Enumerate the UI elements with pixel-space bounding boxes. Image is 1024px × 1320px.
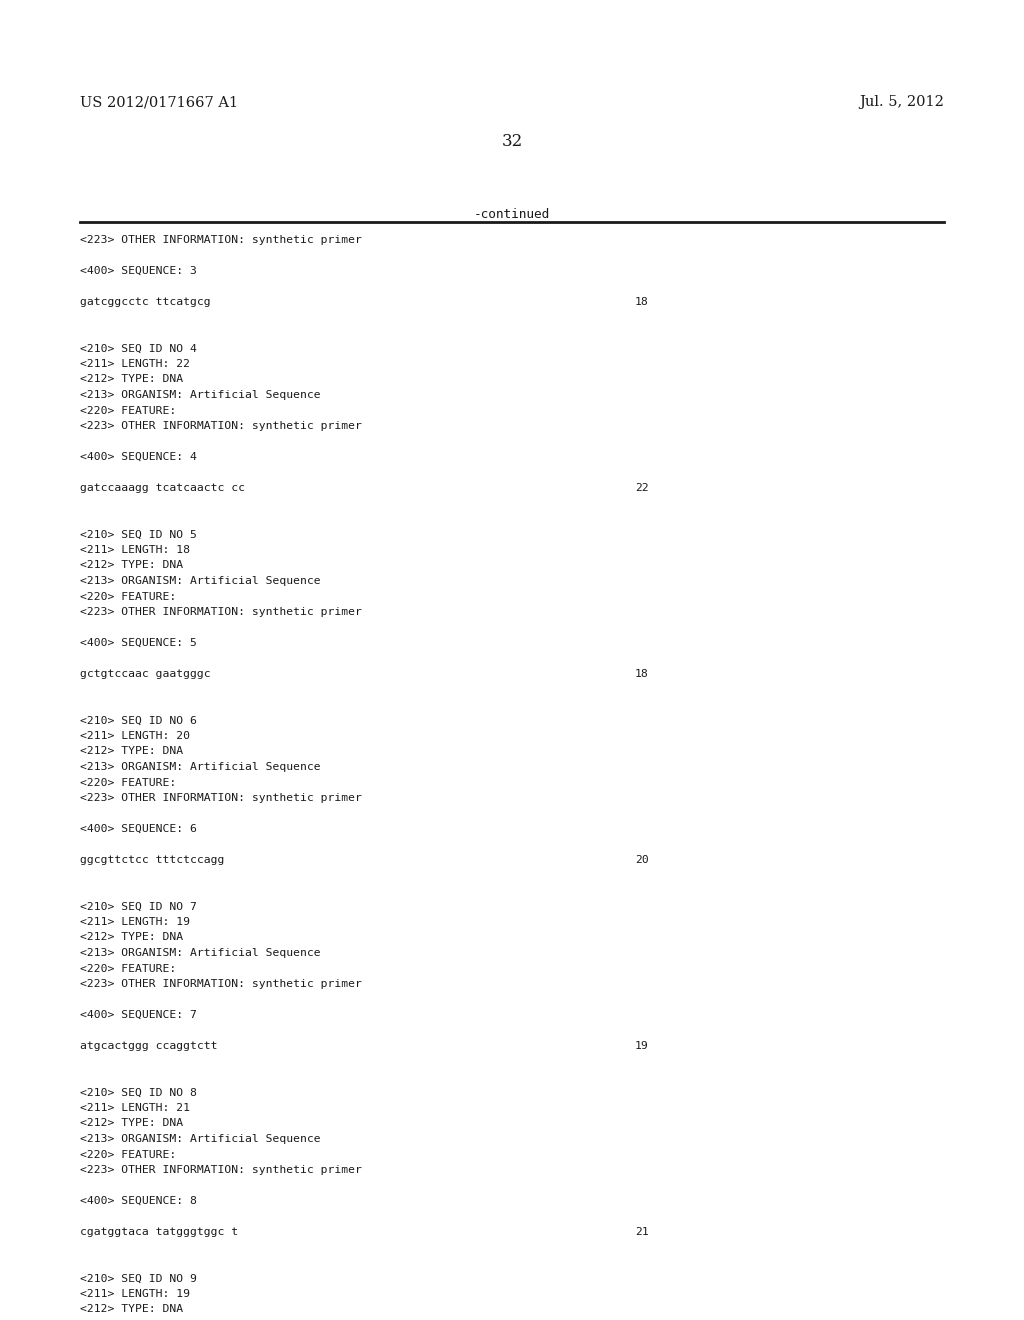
Text: <211> LENGTH: 22: <211> LENGTH: 22	[80, 359, 190, 370]
Text: <400> SEQUENCE: 6: <400> SEQUENCE: 6	[80, 824, 197, 834]
Text: <213> ORGANISM: Artificial Sequence: <213> ORGANISM: Artificial Sequence	[80, 762, 321, 772]
Text: 19: 19	[635, 1041, 649, 1051]
Text: <223> OTHER INFORMATION: synthetic primer: <223> OTHER INFORMATION: synthetic prime…	[80, 607, 361, 616]
Text: <220> FEATURE:: <220> FEATURE:	[80, 964, 176, 974]
Text: <220> FEATURE:: <220> FEATURE:	[80, 405, 176, 416]
Text: gatccaaagg tcatcaactc cc: gatccaaagg tcatcaactc cc	[80, 483, 245, 492]
Text: <212> TYPE: DNA: <212> TYPE: DNA	[80, 1118, 183, 1129]
Text: <211> LENGTH: 19: <211> LENGTH: 19	[80, 917, 190, 927]
Text: US 2012/0171667 A1: US 2012/0171667 A1	[80, 95, 239, 110]
Text: atgcactggg ccaggtctt: atgcactggg ccaggtctt	[80, 1041, 217, 1051]
Text: 22: 22	[635, 483, 649, 492]
Text: <211> LENGTH: 21: <211> LENGTH: 21	[80, 1104, 190, 1113]
Text: <211> LENGTH: 18: <211> LENGTH: 18	[80, 545, 190, 554]
Text: -continued: -continued	[474, 209, 550, 220]
Text: 32: 32	[502, 133, 522, 150]
Text: <212> TYPE: DNA: <212> TYPE: DNA	[80, 747, 183, 756]
Text: <212> TYPE: DNA: <212> TYPE: DNA	[80, 932, 183, 942]
Text: <210> SEQ ID NO 9: <210> SEQ ID NO 9	[80, 1274, 197, 1283]
Text: <213> ORGANISM: Artificial Sequence: <213> ORGANISM: Artificial Sequence	[80, 948, 321, 958]
Text: <210> SEQ ID NO 5: <210> SEQ ID NO 5	[80, 529, 197, 540]
Text: <213> ORGANISM: Artificial Sequence: <213> ORGANISM: Artificial Sequence	[80, 389, 321, 400]
Text: <212> TYPE: DNA: <212> TYPE: DNA	[80, 375, 183, 384]
Text: 20: 20	[635, 855, 649, 865]
Text: cgatggtaca tatgggtggc t: cgatggtaca tatgggtggc t	[80, 1228, 239, 1237]
Text: <211> LENGTH: 20: <211> LENGTH: 20	[80, 731, 190, 741]
Text: ggcgttctcc tttctccagg: ggcgttctcc tttctccagg	[80, 855, 224, 865]
Text: gctgtccaac gaatgggc: gctgtccaac gaatgggc	[80, 669, 211, 678]
Text: Jul. 5, 2012: Jul. 5, 2012	[859, 95, 944, 110]
Text: <223> OTHER INFORMATION: synthetic primer: <223> OTHER INFORMATION: synthetic prime…	[80, 421, 361, 432]
Text: <400> SEQUENCE: 4: <400> SEQUENCE: 4	[80, 451, 197, 462]
Text: <220> FEATURE:: <220> FEATURE:	[80, 1150, 176, 1159]
Text: <211> LENGTH: 19: <211> LENGTH: 19	[80, 1290, 190, 1299]
Text: <210> SEQ ID NO 7: <210> SEQ ID NO 7	[80, 902, 197, 912]
Text: <400> SEQUENCE: 8: <400> SEQUENCE: 8	[80, 1196, 197, 1206]
Text: <220> FEATURE:: <220> FEATURE:	[80, 777, 176, 788]
Text: <223> OTHER INFORMATION: synthetic primer: <223> OTHER INFORMATION: synthetic prime…	[80, 979, 361, 989]
Text: <210> SEQ ID NO 8: <210> SEQ ID NO 8	[80, 1088, 197, 1097]
Text: <223> OTHER INFORMATION: synthetic primer: <223> OTHER INFORMATION: synthetic prime…	[80, 1166, 361, 1175]
Text: <223> OTHER INFORMATION: synthetic primer: <223> OTHER INFORMATION: synthetic prime…	[80, 235, 361, 246]
Text: <210> SEQ ID NO 4: <210> SEQ ID NO 4	[80, 343, 197, 354]
Text: <400> SEQUENCE: 5: <400> SEQUENCE: 5	[80, 638, 197, 648]
Text: <223> OTHER INFORMATION: synthetic primer: <223> OTHER INFORMATION: synthetic prime…	[80, 793, 361, 803]
Text: <210> SEQ ID NO 6: <210> SEQ ID NO 6	[80, 715, 197, 726]
Text: 21: 21	[635, 1228, 649, 1237]
Text: <220> FEATURE:: <220> FEATURE:	[80, 591, 176, 602]
Text: <213> ORGANISM: Artificial Sequence: <213> ORGANISM: Artificial Sequence	[80, 1134, 321, 1144]
Text: <213> ORGANISM: Artificial Sequence: <213> ORGANISM: Artificial Sequence	[80, 576, 321, 586]
Text: 18: 18	[635, 669, 649, 678]
Text: 18: 18	[635, 297, 649, 308]
Text: <400> SEQUENCE: 3: <400> SEQUENCE: 3	[80, 267, 197, 276]
Text: <212> TYPE: DNA: <212> TYPE: DNA	[80, 1304, 183, 1315]
Text: gatcggcctc ttcatgcg: gatcggcctc ttcatgcg	[80, 297, 211, 308]
Text: <212> TYPE: DNA: <212> TYPE: DNA	[80, 561, 183, 570]
Text: <400> SEQUENCE: 7: <400> SEQUENCE: 7	[80, 1010, 197, 1020]
